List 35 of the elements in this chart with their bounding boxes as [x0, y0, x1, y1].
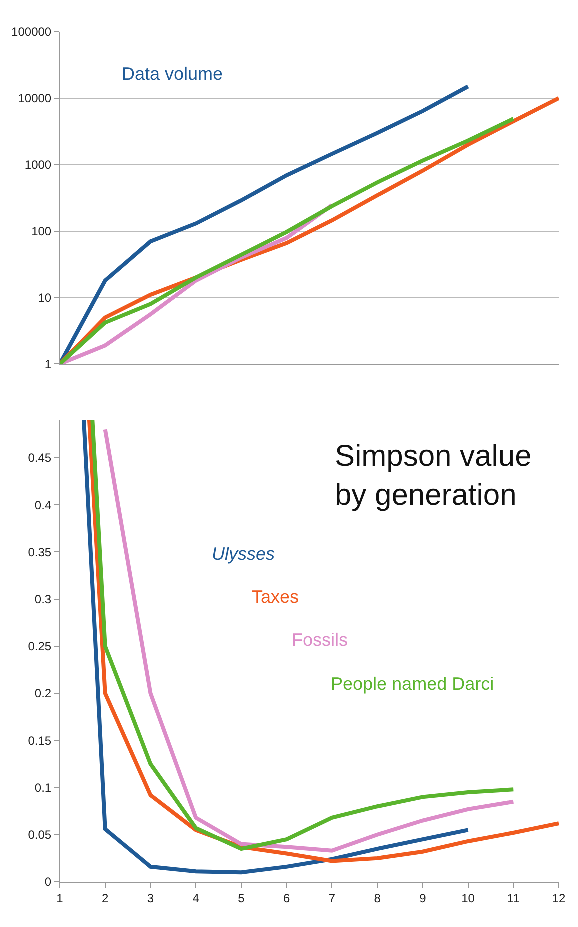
x-tick-label: 1: [56, 891, 64, 906]
y-tick-label: 0: [44, 875, 52, 890]
y-tick-label: 0.1: [34, 780, 52, 795]
annotation: Data volume: [122, 64, 224, 84]
x-tick-label: 9: [420, 891, 427, 906]
text: Ulysses: [212, 544, 276, 564]
y-tick-label: 1000: [24, 158, 52, 172]
text: Simpson value by generation: [335, 440, 532, 512]
text: People named Darci: [331, 674, 494, 694]
y-tick-label: 0.45: [28, 451, 52, 466]
y-tick-label: 10: [38, 290, 52, 305]
y-tick-label: 0.15: [28, 734, 52, 748]
y-tick-label: 100000: [12, 25, 52, 40]
y-tick-label: 0.3: [34, 592, 52, 607]
x-tick-label: 8: [374, 891, 382, 906]
y-tick-label: 0.05: [28, 828, 52, 842]
x-tick-label: 3: [147, 891, 154, 906]
x-tick-label: 4: [192, 891, 200, 906]
line-series: [60, 116, 516, 364]
x-tick-label: 12: [552, 891, 566, 906]
x-tick-label: 5: [238, 891, 246, 906]
y-tick-label: 0.35: [28, 545, 52, 560]
x-tick-label: 6: [283, 891, 290, 906]
y-tick-label: 100: [32, 224, 52, 238]
x-tick-label: 11: [507, 891, 520, 906]
y-tick-label: 0.25: [28, 640, 52, 654]
y-tick-label: 10000: [18, 92, 52, 106]
text: Fossils: [292, 630, 348, 650]
x-tick-label: 2: [102, 891, 110, 906]
y-tick-label: 0.4: [34, 498, 52, 512]
x-tick-label: 7: [328, 891, 336, 906]
y-tick-label: 1: [44, 357, 52, 372]
x-tick-label: 10: [462, 891, 476, 906]
text: Taxes: [252, 587, 300, 607]
y-tick-label: 0.2: [34, 686, 52, 701]
